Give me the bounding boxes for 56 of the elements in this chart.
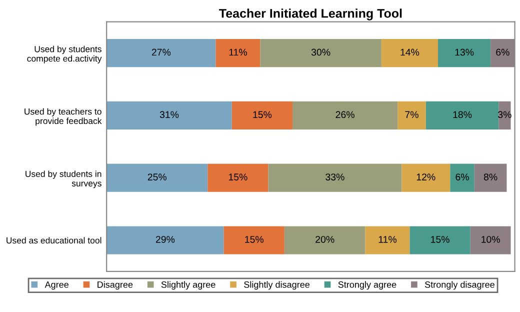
y-tick-label: Used by students in surveys (26, 170, 102, 188)
data-label: 7% (405, 111, 418, 118)
y-tick-label: Used by students compete ed.activity (27, 46, 102, 64)
bar (268, 164, 402, 192)
legend-label: Disagree (98, 281, 133, 290)
data-label: 26% (336, 111, 354, 118)
bar (426, 101, 499, 130)
data-label: 29% (156, 236, 175, 243)
bar (438, 39, 491, 68)
bar (365, 226, 410, 254)
bar (106, 101, 232, 130)
bar (106, 39, 216, 68)
data-label: 30% (311, 48, 330, 56)
bar (474, 164, 507, 192)
data-label: 8% (484, 174, 498, 180)
data-label: 31% (160, 111, 179, 118)
bar (450, 164, 474, 192)
bar (292, 101, 398, 130)
bar (398, 101, 426, 130)
bar (208, 164, 268, 192)
data-label: 15% (253, 111, 272, 118)
data-label: 20% (316, 236, 334, 243)
bar (106, 226, 224, 254)
bar (410, 226, 470, 254)
bar (284, 226, 366, 254)
data-label: 15% (431, 236, 450, 243)
data-label: 14% (400, 48, 420, 56)
bar (381, 39, 438, 68)
legend-label: Strongly agree (338, 281, 396, 290)
bar (402, 164, 450, 192)
data-label: 15% (245, 236, 264, 243)
data-label: 6% (456, 174, 469, 180)
data-label: 6% (496, 48, 510, 56)
bar (260, 39, 382, 68)
data-label: 12% (416, 174, 436, 180)
data-label: 18% (453, 111, 472, 118)
legend-label: Slightly agree (161, 281, 216, 290)
legend-label: Agree (44, 281, 68, 290)
y-tick-label: Used as educational tool (6, 237, 102, 244)
data-label: 27% (152, 48, 171, 56)
data-label: 25% (148, 174, 167, 180)
y-tick-label: Used by teachers to provide feedback (24, 108, 102, 126)
legend-label: Strongly disagree (424, 281, 494, 290)
bar (216, 39, 260, 68)
data-label: 15% (228, 174, 248, 180)
bar (106, 164, 208, 192)
data-label: 10% (482, 236, 500, 243)
legend-label: Slightly disagree (244, 281, 310, 290)
bar (232, 101, 293, 130)
bar (470, 226, 511, 254)
bar (224, 226, 284, 254)
data-label: 13% (455, 48, 474, 56)
data-label: 11% (229, 48, 247, 56)
data-label: 11% (378, 236, 397, 243)
data-label: 33% (326, 174, 344, 180)
chart-title: Teacher Initiated Learning Tool (219, 8, 402, 20)
